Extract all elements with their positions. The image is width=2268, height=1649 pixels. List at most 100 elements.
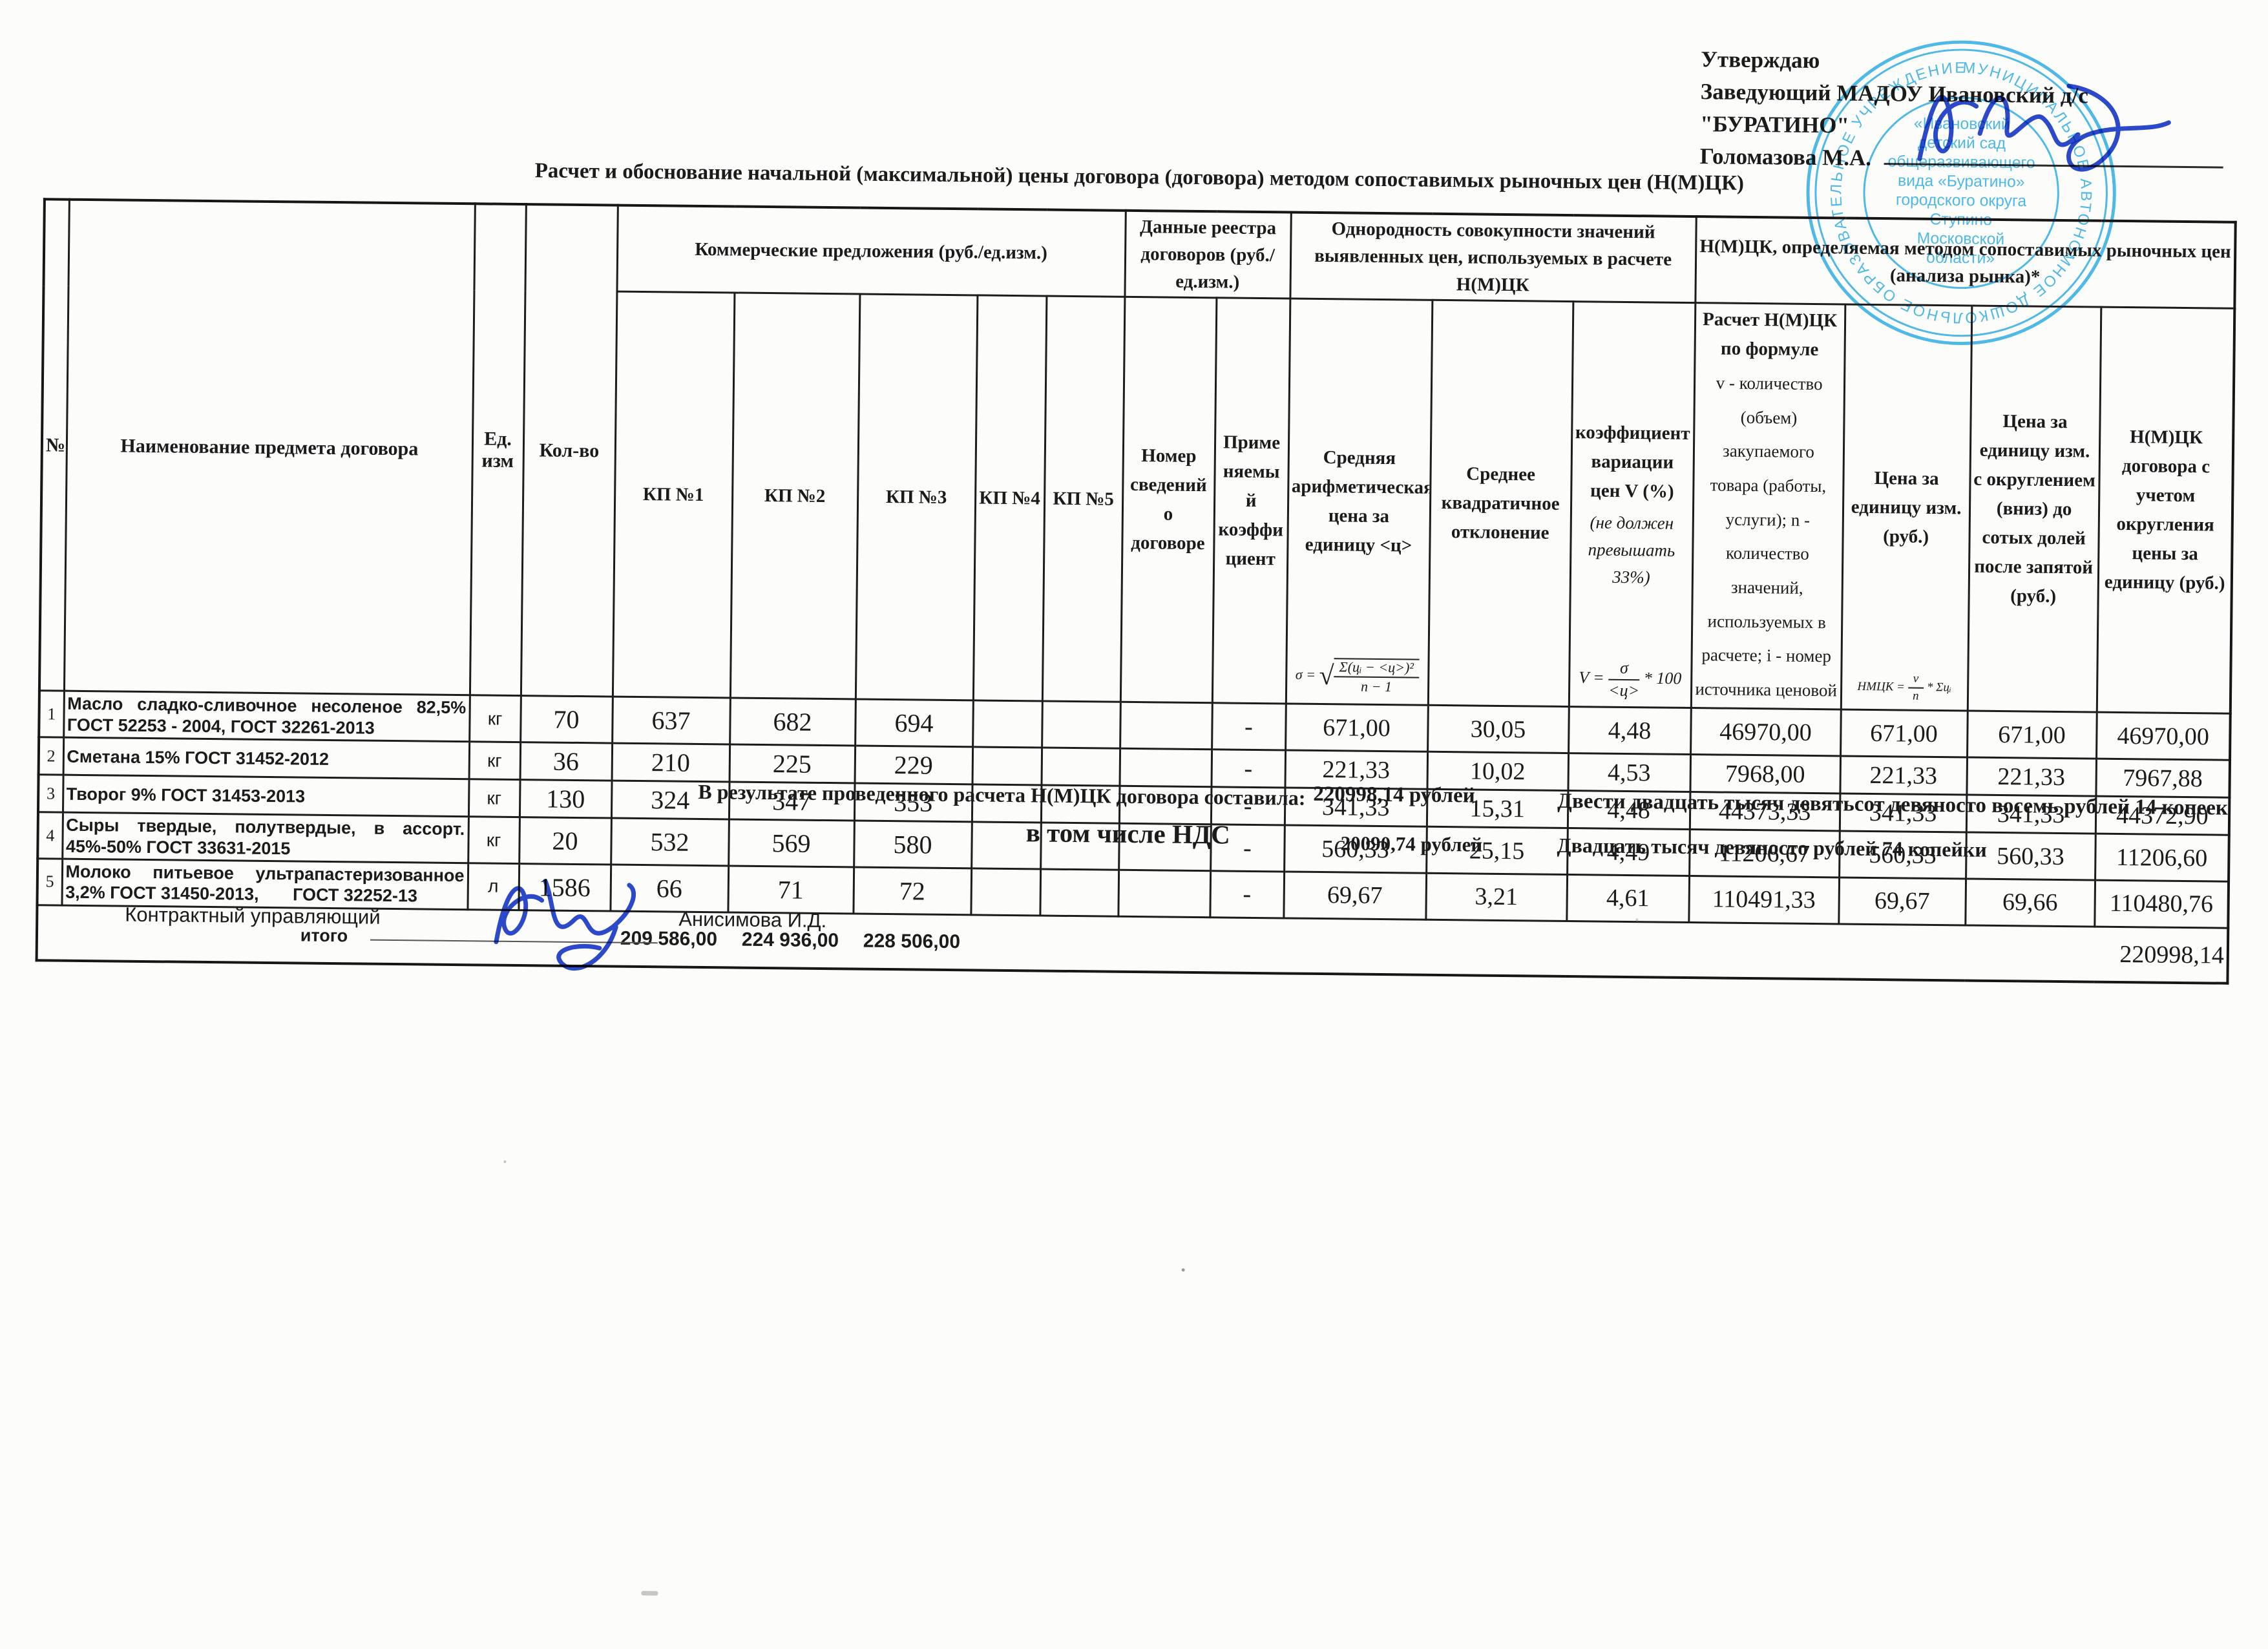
col-header-variation: коэффициент вариации цен V (%) (не долже… [1568,301,1696,708]
sigma-formula: σ = √ Σ(цᵢ − <ц>)² n − 1 [1286,655,1427,698]
col-header-kp1: КП №1 [612,291,735,698]
item-average: 671,00 [1285,704,1428,752]
stamp-inner-line: Московской [1917,230,2005,248]
item-registry [1118,870,1211,918]
row-index: 5 [37,858,63,905]
item-coef: - [1212,703,1286,751]
item-qty: 20 [519,817,611,865]
item-calc: 110491,33 [1688,876,1840,924]
stamp-inner-line: области» [1926,249,1995,267]
col-header-kp2: КП №2 [730,293,860,700]
col-header-kp5: КП №5 [1042,296,1125,702]
row-index: 1 [39,691,64,738]
item-unit-price-rounded: 69,66 [1965,878,2095,927]
item-variation: 4,61 [1566,874,1690,923]
item-unit-price: 221,33 [1840,756,1968,795]
col-header-registry-number: Номер сведений о договоре [1120,297,1217,704]
group-header-homogeneity: Однородность совокупности значений выявл… [1290,212,1696,303]
item-unit-price-rounded: 671,00 [1967,711,2097,759]
item-unit: кг [468,779,520,817]
col-header-kp3: КП №3 [855,294,978,701]
item-unit: кг [468,816,520,864]
totals-grand: 220998,14 [1964,925,2229,984]
col-header-name: Наименование предмета договора [63,199,475,696]
col-header-contract-total: Н(М)ЦК договора с учетом округления цены… [2096,307,2235,714]
scan-artifact [1181,1268,1185,1272]
variation-label: коэффициент вариации цен V (%) [1575,422,1690,502]
group-header-registry: Данные реестра договоров (руб./ед.изм.) [1124,210,1291,299]
unit-price-label: Цена за единицу изм. (руб.) [1851,467,1962,547]
item-average: 69,67 [1283,871,1427,920]
item-kp1: 637 [612,697,730,745]
organization-stamp-icon: МУНИЦИПАЛЬНОЕ АВТОНОМНОЕ ДОШКОЛЬНОЕ ОБРА… [1800,32,2116,346]
variation-formula: V = σ <ц> * 100 [1579,658,1682,700]
stamp-inner-line: общеразвивающего [1887,153,2035,172]
item-kp5 [1041,748,1120,786]
variation-note: (не должен превышать 33%) [1588,512,1675,587]
item-kp1: 532 [611,818,729,866]
scan-artifact [641,1591,658,1596]
item-kp4 [972,747,1042,786]
item-unit: кг [469,695,521,742]
item-unit: кг [468,741,521,780]
calc-formula-note: v - количество (объем) закупаемого товар… [1695,373,1838,700]
item-kp5 [1042,701,1120,749]
row-index: 3 [37,774,63,813]
item-kp5 [1040,868,1119,917]
item-kp3: 694 [855,699,973,748]
group-header-commercial-offers: Коммерческие предложения (руб./ед.изм.) [616,205,1126,297]
col-header-std-deviation: Среднее квадратичное отклонение [1427,300,1573,707]
stamp-inner-line: детский сад [1918,134,2006,152]
item-qty: 130 [519,779,612,819]
item-unit-price: 69,67 [1838,877,1966,925]
item-kp2: 71 [728,865,854,914]
item-kp2: 682 [730,698,856,746]
item-variation: 4,53 [1568,753,1691,792]
item-qty: 36 [520,742,613,781]
item-total: 7967,88 [2095,759,2231,798]
item-coef: - [1210,870,1285,918]
col-header-unit: Ед. изм [469,204,526,696]
item-kp4 [972,700,1042,748]
col-header-registry-coef: Применяемый коэффициент [1212,297,1290,704]
totals-spacer [970,914,1966,981]
manager-signature [494,878,636,971]
item-calc: 46970,00 [1690,708,1841,757]
item-kp2: 225 [729,744,856,784]
item-std: 30,05 [1427,705,1569,753]
summary-vat-amount: 20090,74 рублей [1340,832,1483,856]
item-total: 11206,60 [2095,834,2229,882]
item-total: 46970,00 [2096,712,2231,761]
stamp-inner-line: городского округа [1896,191,2027,210]
item-variation: 4,48 [1568,706,1691,755]
scan-artifact [1635,918,1639,922]
item-name: Творог 9% ГОСТ 31453-2013 [62,775,469,817]
col-header-unit-price-rounded: Цена за единицу изм. с округлением (вниз… [1967,306,2101,713]
summary-vat-label: в том числе НДС [1025,817,1230,850]
average-price-label: Средняя арифметическая цена за единицу <… [1291,447,1433,556]
stamp-inner-line: Ступино [1929,211,1992,229]
summary-vat-words: Двадцать тысяч девяносто рублей 74 копей… [1557,833,1987,861]
item-name: Масло сладко-сливочное несоленое 82,5% Г… [63,691,470,742]
item-calc: 7968,00 [1690,754,1841,794]
item-registry [1119,748,1212,787]
item-name: Сыры твердые, полутвердые, в ассорт. 45%… [62,812,468,863]
item-kp1: 210 [611,743,730,782]
director-signature [1917,83,2171,172]
stamp-inner-line: вида «Буратино» [1898,172,2025,191]
col-header-calc-formula: Расчет Н(М)ЦК по формуле v - количество … [1690,302,1845,710]
item-std: 3,21 [1425,873,1568,921]
item-total: 110480,76 [2094,880,2229,929]
col-header-kp4: КП №4 [972,295,1047,702]
col-header-qty: Кол-во [520,204,618,697]
totals-kp3: 228 506,00 [852,913,971,971]
summary-result-amount: 220998,14 рублей [1313,782,1475,808]
contract-manager-label: Контрактный управляющий [125,903,381,929]
row-index: 4 [37,812,63,859]
item-name: Сметана 15% ГОСТ 31452-2012 [63,737,470,779]
item-kp3: 72 [853,867,972,915]
item-kp3: 580 [854,821,972,868]
